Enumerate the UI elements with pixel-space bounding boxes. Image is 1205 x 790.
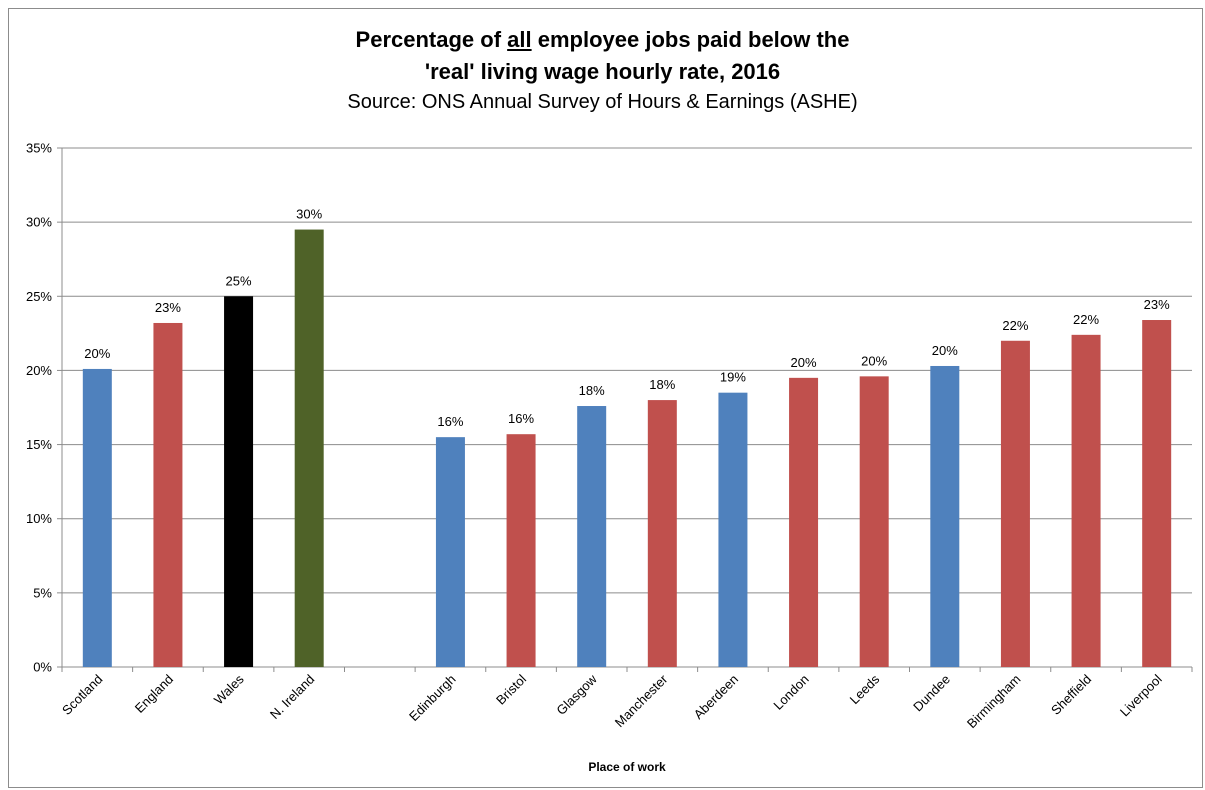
data-label: 20% [932, 343, 958, 358]
data-label: 18% [579, 383, 605, 398]
data-label: 16% [508, 411, 534, 426]
title-text-before: Percentage of [355, 27, 508, 52]
y-tick-label: 25% [26, 289, 52, 304]
bar [294, 229, 324, 668]
data-label: 20% [84, 346, 110, 361]
bar [859, 376, 889, 667]
data-label: 25% [226, 273, 252, 288]
data-label: 30% [296, 207, 322, 222]
x-tick-label: Leeds [847, 671, 883, 707]
chart-title-line-1: Percentage of all employee jobs paid bel… [0, 24, 1205, 56]
chart-subtitle: Source: ONS Annual Survey of Hours & Ear… [347, 91, 858, 113]
y-tick-label: 15% [26, 437, 52, 452]
x-tick-label: Aberdeen [691, 672, 741, 722]
x-tick-label: Bristol [493, 671, 529, 707]
y-tick-label: 20% [26, 363, 52, 378]
x-tick-label: Sheffield [1048, 672, 1094, 718]
bar [577, 406, 607, 667]
x-tick-label: Glasgow [553, 671, 600, 718]
bar [1071, 334, 1101, 667]
bar [224, 296, 254, 667]
title-text-after: employee jobs paid below the [531, 27, 850, 52]
chart-title-block: Percentage of all employee jobs paid bel… [0, 24, 1205, 116]
y-tick-label: 35% [26, 141, 52, 156]
title-text-underlined: all [507, 27, 532, 52]
x-tick-label: London [770, 672, 811, 713]
data-label: 22% [1002, 318, 1028, 333]
x-tick-label: Edinburgh [406, 672, 459, 725]
bar [930, 365, 960, 667]
bar [718, 392, 748, 667]
bar [647, 400, 677, 667]
y-tick-label: 30% [26, 215, 52, 230]
bar [1142, 320, 1172, 667]
data-label: 23% [1144, 297, 1170, 312]
bar [789, 377, 819, 667]
bar [82, 368, 112, 667]
bar [153, 322, 183, 667]
y-tick-label: 5% [33, 585, 52, 600]
x-tick-label: Liverpool [1117, 671, 1165, 719]
x-tick-label: England [132, 672, 176, 716]
bar [1000, 340, 1030, 667]
data-label: 18% [649, 377, 675, 392]
data-label: 16% [437, 414, 463, 429]
bar [435, 437, 465, 667]
bar [506, 434, 536, 667]
x-tick-label: Wales [211, 671, 247, 707]
x-tick-label: Manchester [612, 671, 671, 730]
x-axis-title: Place of work [588, 760, 666, 774]
data-label: 20% [861, 353, 887, 368]
x-tick-label: Scotland [59, 672, 105, 718]
x-tick-label: Birmingham [964, 672, 1024, 732]
y-tick-label: 10% [26, 511, 52, 526]
data-label: 19% [720, 370, 746, 385]
chart-title-line-2: 'real' living wage hourly rate, 2016 [424, 59, 781, 84]
x-tick-label: Dundee [910, 672, 953, 715]
x-tick-label: N. Ireland [267, 672, 317, 722]
data-label: 22% [1073, 312, 1099, 327]
data-label: 23% [155, 300, 181, 315]
y-tick-label: 0% [33, 660, 52, 675]
data-label: 20% [791, 355, 817, 370]
